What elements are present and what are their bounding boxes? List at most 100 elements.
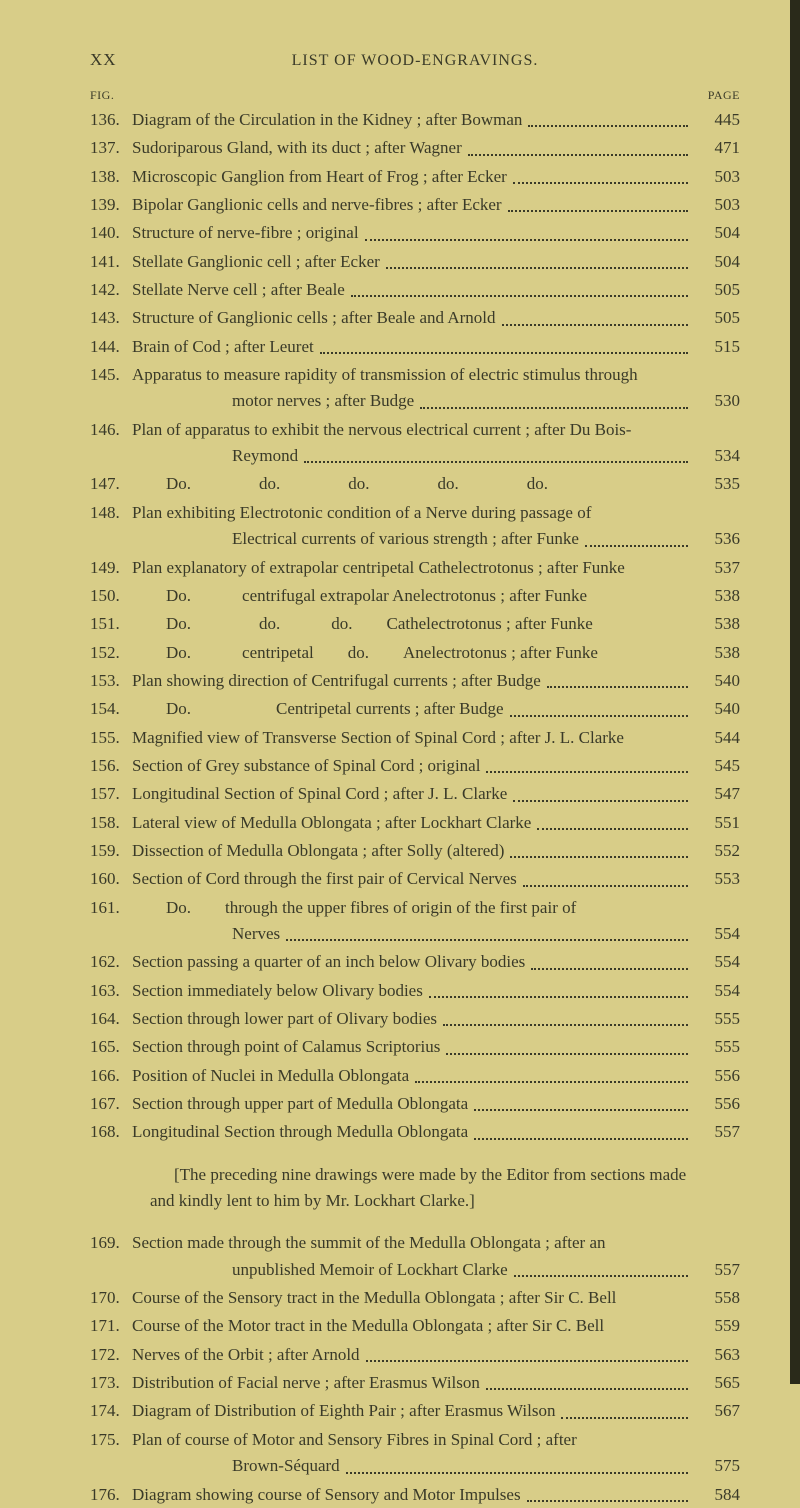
page-number: 530: [700, 388, 740, 414]
entry-text: Magnified view of Transverse Section of …: [132, 725, 624, 751]
entry-text: Do. do. do. do. do.: [132, 471, 548, 497]
figure-number: 142.: [90, 277, 132, 303]
entry-description: Position of Nuclei in Medulla Oblongata: [132, 1063, 700, 1089]
list-entry: 163.Section immediately below Olivary bo…: [90, 978, 740, 1004]
entry-description: Section of Cord through the first pair o…: [132, 866, 700, 892]
figure-number: 164.: [90, 1006, 132, 1032]
figure-number: 155.: [90, 725, 132, 751]
entry-text: unpublished Memoir of Lockhart Clarke: [232, 1257, 508, 1283]
entry-text: Brown-Séquard: [232, 1453, 340, 1479]
list-entry: 152. Do. centripetal do. Anelectrotonus …: [90, 640, 740, 666]
entry-text: Section of Cord through the first pair o…: [132, 866, 517, 892]
page-number: 551: [700, 810, 740, 836]
figure-number: 141.: [90, 249, 132, 275]
editor-note: [The preceding nine drawings were made b…: [150, 1162, 740, 1215]
list-entry: 139.Bipolar Ganglionic cells and nerve-f…: [90, 192, 740, 218]
leader-dots: [420, 388, 688, 408]
leader-dots: [415, 1063, 688, 1083]
figure-number: 154.: [90, 696, 132, 722]
list-entry: 140.Structure of nerve-fibre ; original5…: [90, 220, 740, 246]
entry-text: Stellate Ganglionic cell ; after Ecker: [132, 249, 380, 275]
list-entry: 158.Lateral view of Medulla Oblongata ; …: [90, 810, 740, 836]
page-number: 554: [700, 949, 740, 975]
entry-text: Nerves: [232, 921, 280, 947]
page-number: 537: [700, 555, 740, 581]
page-number: 555: [700, 1006, 740, 1032]
leader-dots: [622, 1285, 688, 1305]
figure-number: 174.: [90, 1398, 132, 1424]
entry-text: Dissection of Medulla Oblongata ; after …: [132, 838, 504, 864]
entry-text: Diagram of the Circulation in the Kidney…: [132, 107, 522, 133]
entry-text: Electrical currents of various strength …: [232, 526, 579, 552]
list-entry: 137.Sudoriparous Gland, with its duct ; …: [90, 135, 740, 161]
page-number: 565: [700, 1370, 740, 1396]
entry-text: Plan of course of Motor and Sensory Fibr…: [132, 1427, 577, 1453]
column-labels: FIG. PAGE: [90, 88, 740, 103]
list-entry: 149.Plan explanatory of extrapolar centr…: [90, 555, 740, 581]
entry-text: Plan explanatory of extrapolar centripet…: [132, 555, 625, 581]
page-number: 538: [700, 640, 740, 666]
page-number: 563: [700, 1342, 740, 1368]
entry-description: Stellate Ganglionic cell ; after Ecker: [132, 249, 700, 275]
list-entry: 146.Plan of apparatus to exhibit the ner…: [90, 417, 740, 470]
leader-dots: [468, 135, 688, 155]
leader-dots: [446, 1034, 688, 1054]
page-number: 547: [700, 781, 740, 807]
entry-text: Microscopic Ganglion from Heart of Frog …: [132, 164, 507, 190]
entry-text: Structure of Ganglionic cells ; after Be…: [132, 305, 496, 331]
entry-text: Course of the Sensory tract in the Medul…: [132, 1285, 616, 1311]
entry-description: Do. centripetal do. Anelectrotonus ; aft…: [132, 640, 700, 666]
list-entry: 142.Stellate Nerve cell ; after Beale505: [90, 277, 740, 303]
leader-dots: [320, 334, 688, 354]
entry-text: Section passing a quarter of an inch bel…: [132, 949, 525, 975]
entry-description: Apparatus to measure rapidity of transmi…: [132, 362, 700, 415]
entry-description: Lateral view of Medulla Oblongata ; afte…: [132, 810, 700, 836]
figure-number: 146.: [90, 417, 132, 443]
entries-list: 136.Diagram of the Circulation in the Ki…: [90, 107, 740, 1146]
leader-dots: [610, 1313, 688, 1333]
figure-number: 147.: [90, 471, 132, 497]
leader-dots: [508, 192, 688, 212]
figure-number: 153.: [90, 668, 132, 694]
list-entry: 147. Do. do. do. do. do.535: [90, 471, 740, 497]
entry-description: Plan exhibiting Electrotonic condition o…: [132, 500, 700, 553]
list-entry: 172.Nerves of the Orbit ; after Arnold56…: [90, 1342, 740, 1368]
list-entry: 148.Plan exhibiting Electrotonic conditi…: [90, 500, 740, 553]
page-number: 555: [700, 1034, 740, 1060]
entry-description: Magnified view of Transverse Section of …: [132, 725, 700, 751]
leader-dots: [630, 725, 688, 745]
list-entry: 162.Section passing a quarter of an inch…: [90, 949, 740, 975]
leader-dots: [286, 921, 688, 941]
page-number: 538: [700, 583, 740, 609]
entry-text: Section through lower part of Olivary bo…: [132, 1006, 437, 1032]
figure-number: 175.: [90, 1427, 132, 1453]
entry-description: Bipolar Ganglionic cells and nerve-fibre…: [132, 192, 700, 218]
leader-dots: [486, 753, 688, 773]
entry-text: Reymond: [232, 443, 298, 469]
page-number: 557: [700, 1119, 740, 1145]
entry-description: Do. centrifugal extrapolar Anelectrotonu…: [132, 583, 700, 609]
entry-description: Section through lower part of Olivary bo…: [132, 1006, 700, 1032]
entry-description: Diagram showing course of Sensory and Mo…: [132, 1482, 700, 1508]
entry-text: Do. Centripetal currents ; after Budge: [132, 696, 504, 722]
list-entry: 166.Position of Nuclei in Medulla Oblong…: [90, 1063, 740, 1089]
leader-dots: [486, 1370, 688, 1390]
leader-dots: [474, 1091, 688, 1111]
entry-description: Do. Centripetal currents ; after Budge: [132, 696, 700, 722]
page-number: 556: [700, 1091, 740, 1117]
entry-text: Apparatus to measure rapidity of transmi…: [132, 362, 638, 388]
list-entry: 164.Section through lower part of Olivar…: [90, 1006, 740, 1032]
figure-number: 169.: [90, 1230, 132, 1256]
leader-dots: [631, 555, 688, 575]
page-number: 554: [700, 921, 740, 947]
page-number: 534: [700, 443, 740, 469]
figure-number: 166.: [90, 1063, 132, 1089]
entry-description: Section made through the summit of the M…: [132, 1230, 700, 1283]
entry-description: Section through point of Calamus Scripto…: [132, 1034, 700, 1060]
list-entry: 136.Diagram of the Circulation in the Ki…: [90, 107, 740, 133]
page-number: 538: [700, 611, 740, 637]
leader-dots: [474, 1119, 688, 1139]
entry-description: Do. do. do. do. do.: [132, 471, 700, 497]
leader-dots: [513, 164, 688, 184]
page-number: 554: [700, 978, 740, 1004]
